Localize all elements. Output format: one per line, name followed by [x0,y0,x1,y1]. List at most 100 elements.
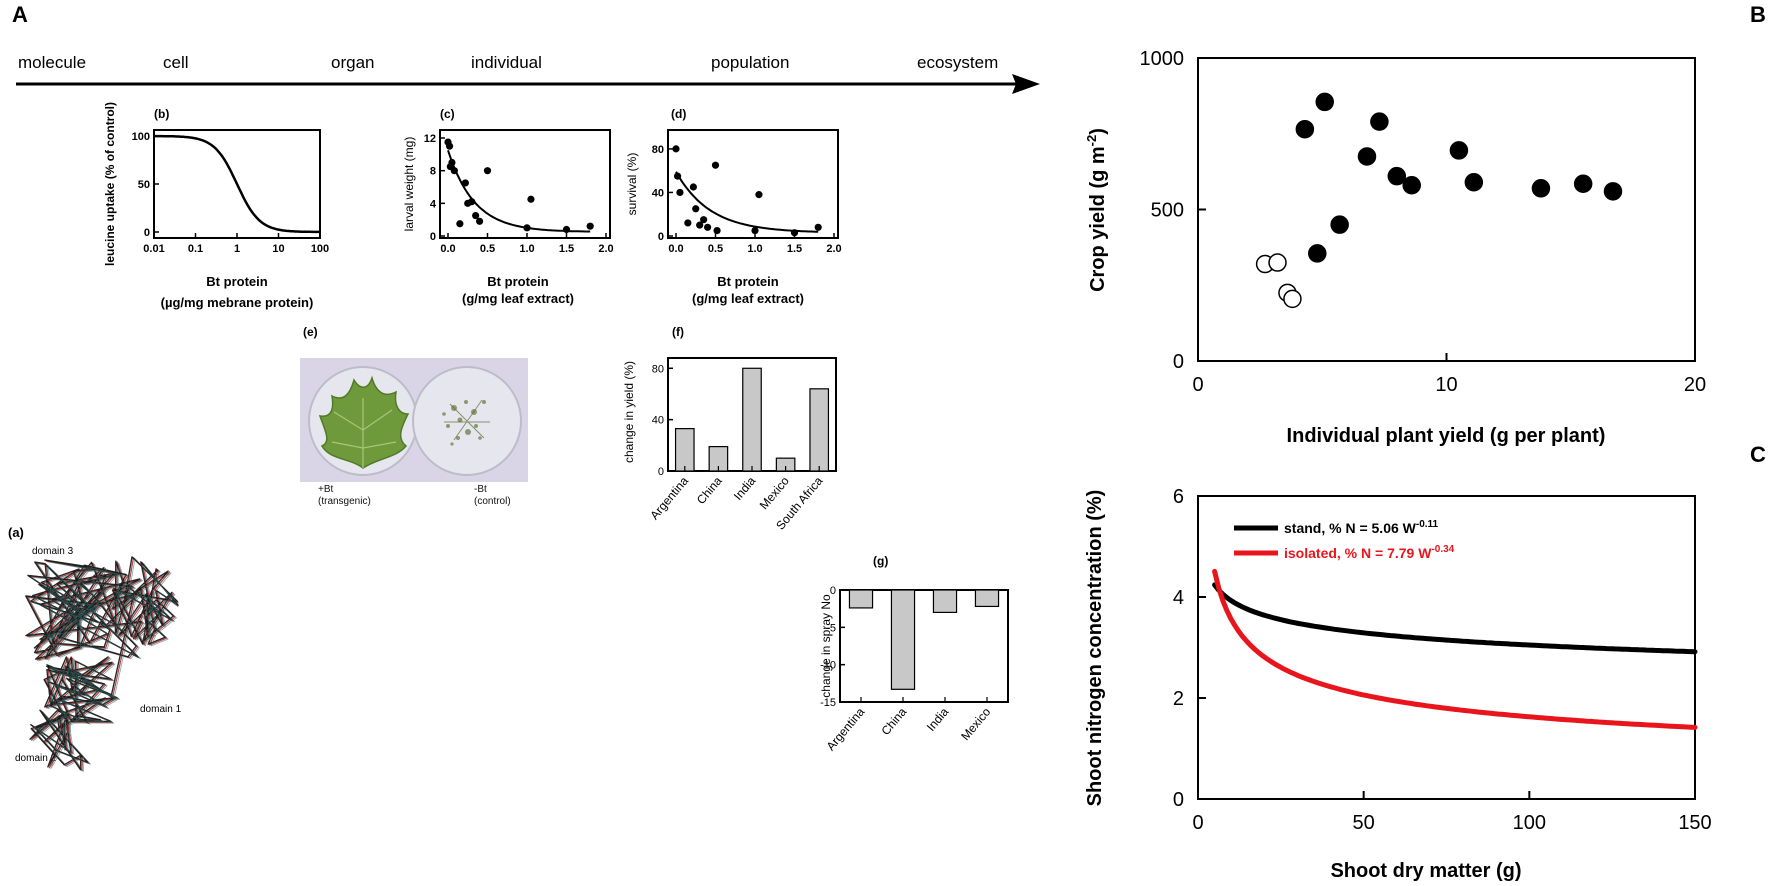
chart-c-xtick-label-4: 2.0 [598,243,613,255]
chart-f-category-label-2: India [731,474,759,503]
chart-d-xlabel: Bt protein [717,274,778,289]
chart-f-bar-2 [742,367,762,472]
chart-d-ytick-label-1: 40 [652,187,664,199]
chart-c-frame [439,129,611,239]
chart-d-point-3 [684,219,692,227]
chart-B-ytick-label-2: 1000 [1140,48,1185,70]
chart-b-crop-yield: Crop yield (g m-2) Individual plant yiel… [1084,48,1706,447]
chart-g-ytick-label-2: -10 [820,660,836,672]
panel-label-b-main: B [1750,2,1766,27]
chart-B-filled-point-3 [1357,147,1377,166]
chart-d-point-2 [676,188,684,197]
subpanel-tag-c: (c) [440,107,455,121]
chart-g-category-label-1: China [878,705,909,738]
chart-f-bar-4 [809,388,830,472]
chart-g-ytick-label-3: -15 [820,697,836,709]
chart-d-point-9 [711,161,720,169]
chart-d-xtick-label-2: 1.0 [747,243,762,255]
chart-c-point-10 [476,217,484,225]
chart-C-frame [1197,495,1696,800]
chart-b-ytick-label-0: 0 [144,227,150,239]
chart-B-filled-point-2 [1370,112,1389,131]
chart-C-ytick-label-1: 2 [1173,688,1184,710]
legend-label-stand-main: stand, % N = 5.06 W [1284,520,1417,536]
scale-level-organ: organ [331,53,374,72]
chart-d-point-14 [814,223,822,231]
chart-f-category-label-0: Argentina [647,474,691,523]
chart-g-ytick-label-0: 0 [830,585,836,597]
chart-g-bar-0 [848,589,874,609]
chart-B-ylabel-main: Crop yield (g m [1087,146,1109,292]
chart-c-point-11 [483,167,492,175]
chart-b-xtick-label-2: 1 [234,243,240,255]
chart-b-xlabel: Bt protein [206,274,267,289]
leaf-comparison-photo [300,358,528,482]
chart-f-ytick-label-0: 0 [658,466,664,478]
chart-c-larval-weight: (c) larval weight (mg) Bt protein (g/mg … [402,107,614,306]
legend-label-isolated: isolated, % N = 7.79 W-0.34 [1284,544,1455,561]
scale-level-individual: individual [471,53,542,72]
chart-d-point-8 [704,223,712,231]
chart-C-legend: stand, % N = 5.06 W-0.11 isolated, % N =… [1234,519,1455,561]
chart-b-ylabel: leucine uptake (% of control) [103,102,117,266]
chart-g-ytick-label-1: -5 [826,622,836,634]
chart-c-xtick-label-0: 0.0 [440,243,455,255]
chart-B-filled-point-0 [1295,119,1315,139]
chart-c-point-15 [586,222,594,230]
petri-dish-transgenic [308,366,418,476]
chart-d-ytick-label-2: 80 [652,144,664,156]
chart-d-point-10 [713,226,721,235]
chart-C-ytick-label-0: 0 [1173,789,1184,811]
chart-c-ytick-label-2: 8 [430,166,436,178]
chart-B-filled-point-8 [1330,215,1349,234]
chart-b-leucine-uptake: (b) leucine uptake (% of control) Bt pro… [103,102,329,310]
domain-3-label: domain 3 [32,546,74,557]
chart-c-ytick-label-3: 12 [424,133,436,145]
subpanel-tag-d: (d) [671,107,686,121]
chart-B-xlabel: Individual plant yield (g per plant) [1287,425,1606,447]
photo-caption-transgenic: +Bt (transgenic) [318,484,371,508]
chart-g-bar-2 [932,589,958,613]
chart-B-filled-point-4 [1387,166,1407,186]
chart-f-ylabel: change in yield (%) [622,361,636,463]
chart-c-xlabel: Bt protein [487,274,548,289]
chart-B-filled-point-5 [1402,176,1421,195]
protein-chain-teal [28,558,179,772]
panel-label-c-main: C [1750,442,1766,467]
legend-label-isolated-main: isolated, % N = 7.79 W [1284,545,1432,561]
legend-label-stand-sup: -0.11 [1416,519,1439,530]
chart-B-filled-point-7 [1464,172,1484,192]
chart-c-fit-curve [447,149,591,233]
panel-label-a-main: A [12,2,28,27]
chart-c-ytick-label-0: 0 [430,231,436,243]
chart-c-point-5 [456,220,464,228]
chart-b-xtick-label-1: 0.1 [188,243,203,255]
chart-g-frame [839,589,1009,703]
chart-d-point-11 [751,226,759,235]
chart-g-spray-change: (g) change in spray No 0 -5 -10 -15Argentin… [819,554,1009,753]
chart-B-ylabel-sup: -2 [1084,135,1099,147]
chart-b-xtick-label-4: 100 [311,243,329,255]
chart-d-point-7 [700,216,708,224]
chart-c-ylabel: larval weight (mg) [402,137,416,232]
photo-caption-control: -Bt (control) [474,484,511,508]
chart-b-xtick-label-0: 0.01 [143,243,164,255]
domain-2-label: domain 2 [15,753,57,764]
subpanel-tag-f: (f) [672,325,684,339]
domain-1-label: domain 1 [140,704,182,715]
chart-d-xtick-label-4: 2.0 [826,243,841,255]
chart-c-point-13 [527,195,535,203]
chart-g-ylabel: change in spray No [819,594,833,698]
legend-label-stand: stand, % N = 5.06 W-0.11 [1284,519,1439,536]
chart-f-ytick-label-1: 40 [652,415,664,427]
chart-B-xtick-label-1: 10 [1435,374,1457,396]
chart-C-xtick-label-2: 100 [1513,812,1546,834]
chart-d-survival: (d) survival (%) Bt protein (g/mg leaf e… [625,107,842,306]
subpanel-tag-g: (g) [873,554,888,568]
chart-c-xtick-label-1: 0.5 [480,243,495,255]
protein-structure-ribbon: (a) domain 3 domain 1 domain 2 [8,525,182,772]
scale-level-molecule: molecule [18,53,86,72]
chart-d-fit-curve [675,171,819,233]
chart-g-category-label-3: Mexico [958,705,993,743]
chart-c-xlabel-units: (g/mg leaf extract) [462,291,574,306]
